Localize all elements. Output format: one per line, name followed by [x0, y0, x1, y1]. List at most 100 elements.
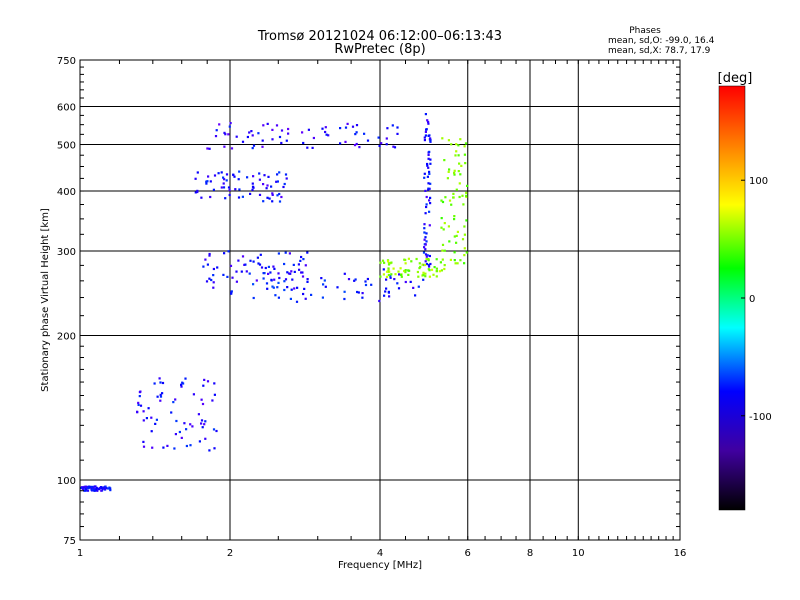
data-point [426, 119, 429, 122]
data-point [396, 282, 399, 285]
data-point [223, 145, 226, 148]
data-point [428, 254, 431, 258]
data-point [204, 420, 207, 423]
data-point [463, 225, 466, 228]
data-point [336, 286, 339, 289]
data-point [276, 286, 279, 289]
data-point [205, 280, 209, 283]
data-point [425, 205, 428, 209]
data-point [400, 275, 403, 278]
data-point [290, 288, 293, 291]
data-point [423, 238, 426, 241]
data-point [222, 186, 226, 189]
data-point [192, 393, 195, 396]
data-point [223, 178, 226, 181]
data-point [361, 296, 364, 299]
data-point [283, 262, 286, 266]
data-point [441, 258, 444, 261]
data-point [278, 192, 281, 196]
data-point [273, 267, 276, 270]
data-point [297, 263, 300, 266]
data-point [258, 263, 262, 266]
data-point [251, 182, 254, 185]
data-point [251, 134, 254, 137]
data-point [450, 203, 453, 206]
data-point [139, 390, 142, 393]
data-point [347, 278, 351, 281]
data-point [392, 145, 395, 148]
data-point [435, 258, 438, 261]
data-point [353, 144, 357, 147]
data-point [430, 268, 434, 271]
data-point [424, 253, 428, 256]
y-tick-label: 75 [63, 536, 76, 547]
data-point [387, 267, 390, 270]
data-point [463, 254, 466, 257]
data-point [137, 401, 140, 404]
data-point [357, 291, 360, 294]
colorbar-tick-label: -100 [749, 412, 772, 423]
data-point [194, 191, 197, 194]
data-point [382, 273, 385, 276]
data-point [270, 185, 273, 188]
data-point [251, 147, 254, 150]
data-point [379, 261, 382, 264]
data-point [452, 196, 455, 199]
data-point [170, 411, 173, 414]
data-point [370, 283, 373, 286]
data-point [202, 265, 205, 268]
chart-subtitle: RwPretec (8p) [334, 42, 425, 57]
data-point [183, 422, 186, 425]
data-point [459, 138, 462, 141]
data-point [397, 287, 401, 290]
data-point [289, 297, 292, 300]
data-point [238, 170, 241, 173]
data-point [428, 210, 431, 213]
data-point [267, 175, 270, 178]
data-point [92, 487, 95, 490]
data-point [455, 241, 458, 244]
data-point [458, 162, 461, 165]
data-point [137, 403, 140, 406]
data-point [223, 252, 226, 255]
data-point [225, 173, 229, 176]
data-point [173, 447, 176, 450]
data-point [81, 487, 84, 490]
colorbar-tick-label: 100 [749, 176, 768, 187]
data-point [175, 419, 178, 423]
data-point [278, 276, 281, 280]
data-point [246, 176, 249, 179]
x-tick-label: 6 [465, 548, 471, 559]
data-point [385, 275, 389, 278]
data-point [271, 128, 274, 131]
data-point [425, 232, 428, 235]
data-point [265, 187, 268, 190]
data-point [204, 437, 207, 440]
data-point [86, 486, 89, 489]
data-point [396, 126, 399, 129]
data-point [448, 168, 451, 171]
data-point [208, 254, 211, 257]
data-point [385, 143, 388, 146]
data-point [275, 180, 278, 183]
data-point [343, 272, 346, 275]
data-point [424, 130, 427, 133]
data-point [285, 177, 288, 180]
data-point [427, 120, 430, 124]
data-point [407, 269, 410, 272]
data-point [453, 235, 456, 238]
data-point [429, 202, 432, 205]
data-point [266, 184, 269, 187]
data-point [98, 487, 101, 490]
data-point [154, 422, 157, 425]
data-point [429, 138, 432, 141]
data-point [379, 275, 382, 278]
data-point [235, 135, 238, 138]
data-point [241, 255, 245, 258]
data-point [296, 286, 299, 289]
y-tick-label: 300 [57, 247, 76, 258]
data-point [452, 192, 455, 195]
y-tick-label: 600 [57, 103, 76, 114]
data-point [443, 249, 446, 252]
data-point [212, 428, 216, 431]
